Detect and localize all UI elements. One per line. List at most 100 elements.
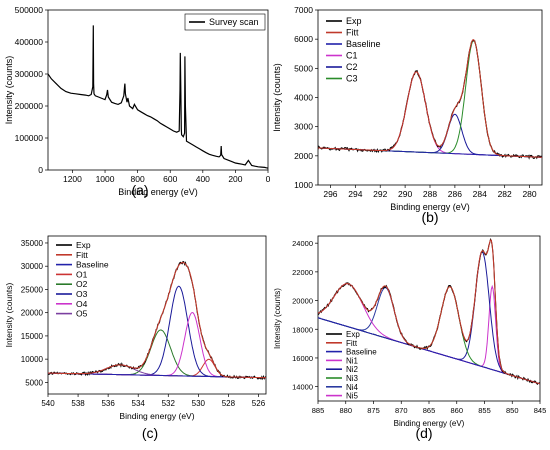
x-tick-label: 1200 [63, 174, 82, 184]
series-fitt [318, 239, 540, 385]
legend-entry: Ni4 [346, 383, 359, 392]
y-tick-label: 4000 [294, 93, 313, 103]
y-axis-label: Intensity (counts) [273, 288, 282, 349]
x-tick-label: 875 [367, 406, 380, 415]
x-tick-label: 800 [131, 174, 145, 184]
x-tick-label: 885 [312, 406, 325, 415]
y-tick-label: 25000 [21, 285, 44, 294]
x-tick-label: 288 [423, 189, 437, 199]
legend: Survey scan [184, 13, 266, 31]
y-tick-label: 1000 [294, 180, 313, 190]
y-tick-label: 24000 [292, 239, 313, 248]
panel-a: 1200 1000 800 600 400 200 0 0 100000 200000 300000… [4, 5, 271, 198]
y-tick-label: 35000 [21, 239, 44, 248]
y-tick-label: 200000 [15, 101, 44, 111]
y-tick-label: 100000 [15, 133, 44, 143]
x-tick-label: 860 [450, 406, 463, 415]
y-axis-label: Intensity (counts) [272, 63, 282, 132]
x-tick-label: 536 [101, 399, 115, 408]
x-tick-label: 296 [323, 189, 337, 199]
x-tick-label: 1000 [96, 174, 115, 184]
x-tick-label: 600 [163, 174, 177, 184]
panel-b: 296 294 292 290 288 286 284 282 280 1000 2000 3000 4… [272, 5, 543, 225]
x-tick-label: 530 [192, 399, 206, 408]
x-tick-label: 284 [473, 189, 487, 199]
x-axis-label: Binding energy (eV) [390, 202, 470, 212]
x-tick-label: 200 [228, 174, 242, 184]
plot-frame [47, 235, 267, 395]
x-axis-label: Binding energy (eV) [118, 187, 198, 197]
legend-entry: O3 [76, 289, 88, 299]
legend-entry: Ni1 [346, 356, 359, 365]
y-tick-label: 0 [38, 165, 43, 175]
legend-entry: Ni5 [346, 392, 359, 401]
legend-entry: Survey scan [209, 17, 259, 27]
legend-box [184, 13, 266, 31]
y-tick-label: 7000 [294, 5, 313, 15]
x-tick-label: 532 [162, 399, 176, 408]
x-tick-label: 870 [395, 406, 408, 415]
y-tick-label: 22000 [292, 268, 313, 277]
panel-c: 540 538 536 534 532 530 528 526 5000 10000 15000 20… [4, 235, 267, 441]
y-tick-label: 5000 [25, 378, 43, 387]
x-tick-label: 292 [373, 189, 387, 199]
y-tick-label: 30000 [21, 262, 44, 271]
x-tick-label: 538 [71, 399, 85, 408]
legend-entry: Fitt [346, 28, 359, 38]
panel-caption: (a) [131, 182, 148, 198]
legend-entry: Baseline [76, 260, 109, 270]
panel-caption: (c) [142, 425, 158, 441]
series-fitt [318, 39, 542, 158]
y-tick-label: 15000 [21, 332, 44, 341]
x-tick-label: 290 [398, 189, 412, 199]
legend-entry: C2 [346, 62, 358, 72]
series-c1 [318, 71, 542, 158]
x-tick-label: 286 [448, 189, 462, 199]
x-tick-label: 528 [222, 399, 236, 408]
series-o4 [48, 311, 266, 379]
y-tick-label: 300000 [15, 69, 44, 79]
legend-entry: Fitt [346, 339, 358, 348]
series-fitt [48, 262, 266, 379]
series-baseline [318, 317, 540, 385]
y-axis-label: Intensity (counts) [4, 282, 14, 347]
legend-entry: Baseline [346, 348, 377, 357]
legend-entry: Ni3 [346, 374, 359, 383]
y-tick-label: 5000 [294, 63, 313, 73]
x-tick-label: 280 [522, 189, 536, 199]
y-tick-label: 3000 [294, 122, 313, 132]
legend-entry: Exp [346, 330, 360, 339]
y-axis-label: Intensity (counts) [4, 56, 14, 125]
x-tick-label: 880 [339, 406, 352, 415]
y-tick-label: 2000 [294, 151, 313, 161]
legend-entry: Exp [76, 240, 91, 250]
y-tick-label: 20000 [21, 309, 44, 318]
y-tick-label: 400000 [15, 37, 44, 47]
y-tick-label: 14000 [292, 383, 313, 392]
legend-entry: Baseline [346, 39, 381, 49]
y-tick-label: 10000 [21, 355, 44, 364]
y-tick-label: 6000 [294, 34, 313, 44]
x-tick-label: 526 [252, 399, 266, 408]
y-tick-label: 500000 [15, 5, 44, 15]
plot-area [48, 25, 268, 169]
legend-entry: Fitt [76, 250, 88, 260]
panel-caption: (b) [421, 209, 438, 225]
x-tick-label: 400 [196, 174, 210, 184]
legend-entry: C3 [346, 74, 358, 84]
panel-d: 885 880 875 870 865 860 855 850 845 14000 16000 180… [273, 235, 546, 441]
plot-area [48, 260, 266, 381]
legend-entry: O4 [76, 299, 88, 309]
x-tick-label: 0 [266, 174, 271, 184]
plot-frame [47, 9, 269, 171]
x-axis-label: Binding energy (eV) [394, 419, 465, 428]
legend-entry: C1 [346, 51, 358, 61]
x-tick-label: 865 [423, 406, 436, 415]
y-tick-label: 16000 [292, 354, 313, 363]
x-tick-label: 540 [41, 399, 55, 408]
y-tick-label: 18000 [292, 325, 313, 334]
